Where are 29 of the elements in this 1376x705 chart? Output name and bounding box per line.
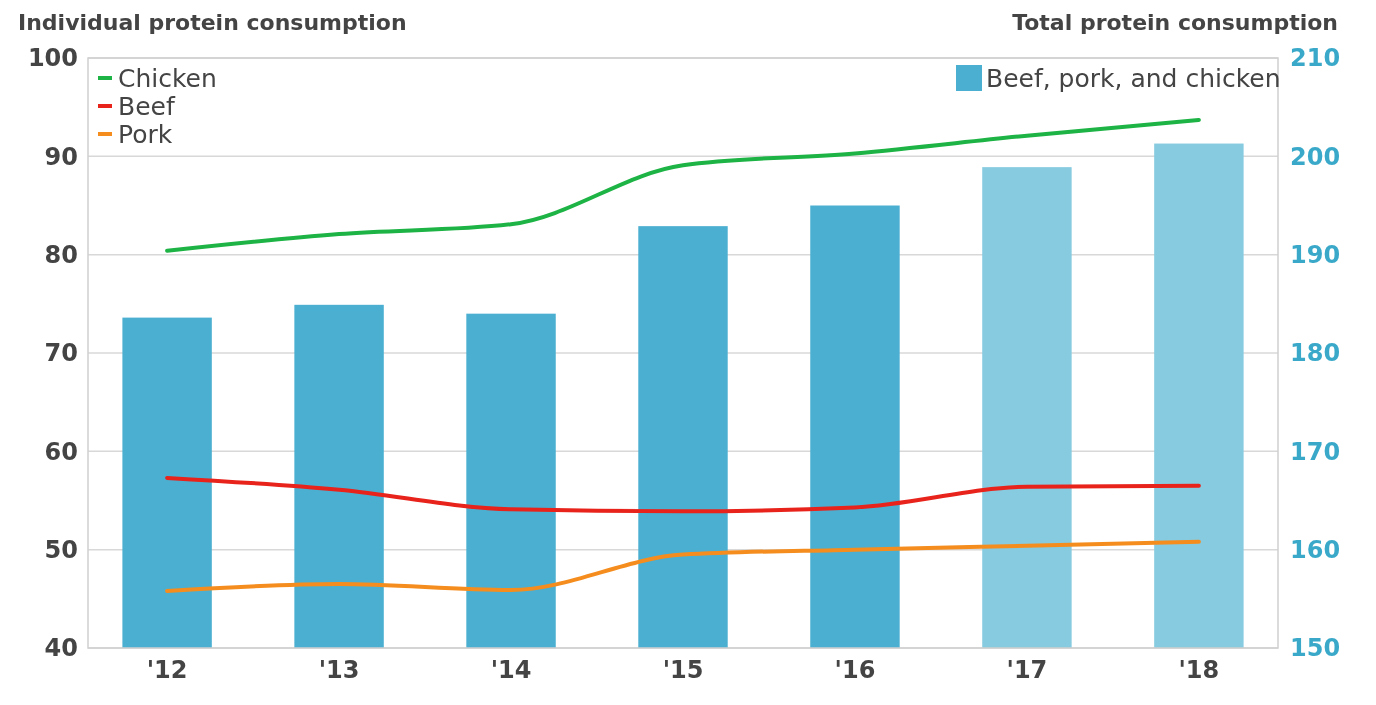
y2-axis-title: Total protein consumption: [1012, 10, 1338, 35]
legend-label: Pork: [118, 119, 173, 149]
x-tick-label: '18: [1178, 656, 1220, 684]
x-tick-label: '14: [490, 656, 532, 684]
line-series: [165, 539, 1201, 593]
x-tick-label: '15: [662, 656, 704, 684]
y2-tick-label: 170: [1290, 437, 1341, 466]
y2-tick-label: 210: [1290, 44, 1341, 73]
x-tick-label: '13: [318, 656, 360, 684]
legend-label: Beef: [118, 91, 176, 121]
y-axis-title: Individual protein consumption: [18, 10, 407, 35]
y-tick-label: 40: [44, 634, 78, 663]
y-tick-label: 100: [27, 44, 78, 73]
y-tick-label: 90: [44, 142, 78, 171]
y-tick-label: 80: [44, 241, 78, 270]
x-tick-label: '12: [146, 656, 188, 684]
legend-label: Beef, pork, and chicken: [986, 63, 1281, 93]
y-tick-label: 70: [44, 339, 78, 368]
y-tick-label: 60: [44, 437, 78, 466]
y2-tick-label: 200: [1290, 142, 1341, 171]
x-tick-label: '17: [1006, 656, 1048, 684]
legend-label: Chicken: [118, 63, 217, 93]
line-series: [165, 475, 1201, 514]
y2-tick-label: 190: [1290, 241, 1341, 270]
y2-tick-label: 180: [1290, 339, 1341, 368]
y-tick-label: 50: [44, 536, 78, 565]
y2-tick-label: 160: [1290, 536, 1341, 565]
y2-tick-label: 150: [1290, 634, 1341, 663]
x-tick-label: '16: [834, 656, 876, 684]
